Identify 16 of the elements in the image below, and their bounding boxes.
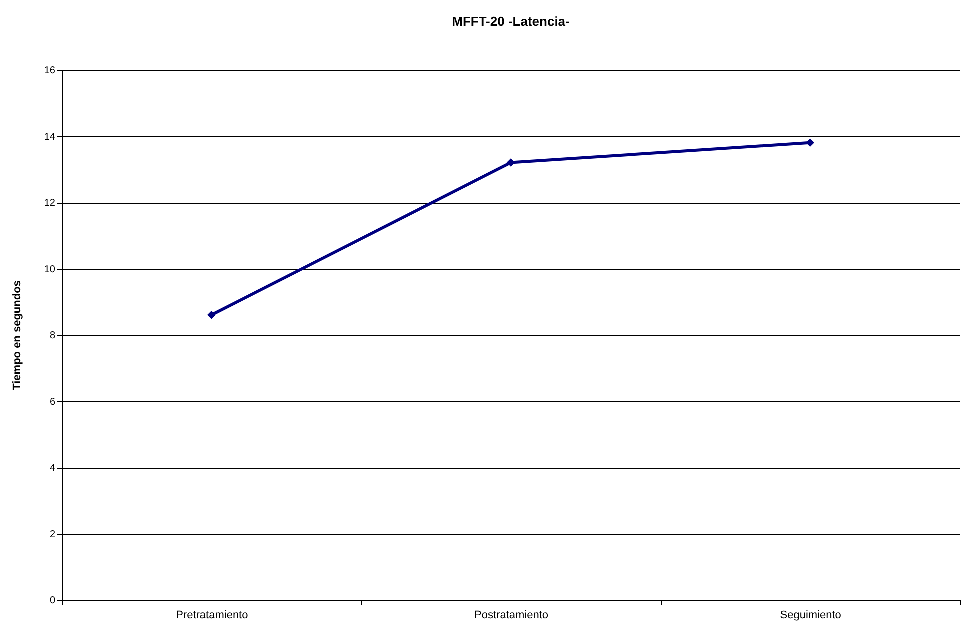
y-tick-label: 10: [44, 264, 56, 276]
x-tick-label: Pretratamiento: [176, 610, 248, 622]
point: [806, 138, 815, 148]
y-tick-label: 8: [50, 330, 56, 342]
x-tick-label: Postratamiento: [474, 610, 548, 622]
y-tick-label: 2: [50, 529, 56, 540]
y-tick-label: 14: [44, 132, 56, 143]
point: [207, 310, 216, 320]
y-tick-label: 6: [50, 396, 56, 408]
y-axis-title: Tiempo en segundos: [11, 280, 24, 390]
chart-title: MFFT-20 -Latencia-: [452, 14, 570, 29]
y-tick-label: 12: [44, 198, 56, 209]
x-tick-label: Seguimiento: [780, 610, 842, 622]
y-tick-label: 16: [44, 66, 56, 76]
y-tick-label: 4: [50, 463, 56, 474]
y-tick-label: 0: [50, 596, 56, 606]
